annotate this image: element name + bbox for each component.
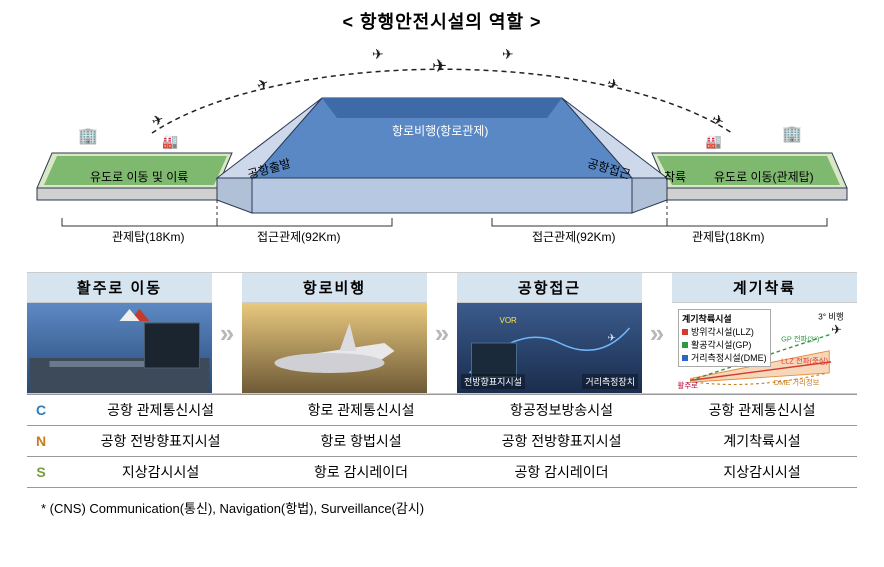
cns-cell: 지상감시시설	[667, 457, 857, 488]
footnote: * (CNS) Communication(통신), Navigation(항법…	[27, 498, 857, 517]
cns-cell: 공항 관제통신시설	[55, 395, 266, 426]
cns-key: S	[27, 457, 55, 488]
phase-header: 활주로 이동	[27, 273, 212, 303]
flight-phase-diagram: 🏢 🏭 🏢 🏭 ✈ ✈ ✈ ✈ ✈ ✈ ✈ 유도로 이동 및 이륙 공항출발 항…	[32, 38, 852, 268]
phase-thumb: VOR ✈ 전방향표지시설 거리측정장치	[457, 303, 642, 393]
cns-cell: 지상감시시설	[55, 457, 266, 488]
svg-text:✈: ✈	[831, 322, 842, 337]
svg-text:GP 전파(3°): GP 전파(3°)	[781, 335, 819, 344]
cns-cell: 항로 관제통신시설	[266, 395, 456, 426]
svg-text:3° 비행: 3° 비행	[818, 311, 844, 321]
cns-cell: 공항 전방향표지시설	[456, 426, 667, 457]
cns-cell: 공항 전방향표지시설	[55, 426, 266, 457]
svg-text:활주로: 활주로	[678, 381, 699, 390]
phase-header: 항로비행	[242, 273, 427, 303]
phase-3: 공항접근 VOR ✈ 전방향표지시설 거리측정장치	[457, 273, 642, 393]
phase-4: 계기착륙 계기착륙시설 방위각시설(LLZ) 활공각시설(GP) 거리측정시설(…	[672, 273, 857, 393]
cns-cell: 항로 항법시설	[266, 426, 456, 457]
phase-thumb	[242, 303, 427, 393]
cns-cell: 공항 감시레이더	[456, 457, 667, 488]
chevron-icon: »	[212, 273, 242, 393]
cns-cell: 계기착륙시설	[667, 426, 857, 457]
range-tower-right: 관제탑(18Km)	[692, 228, 764, 245]
svg-text:VOR: VOR	[500, 316, 518, 325]
cns-key: N	[27, 426, 55, 457]
phase-thumb	[27, 303, 212, 393]
table-row: C 공항 관제통신시설 항로 관제통신시설 항공정보방송시설 공항 관제통신시설	[27, 395, 857, 426]
range-approach-right: 접근관제(92Km)	[532, 228, 616, 245]
chevron-icon: »	[642, 273, 672, 393]
svg-text:DME 거리정보: DME 거리정보	[774, 378, 820, 387]
phase-header: 계기착륙	[672, 273, 857, 303]
thumb-caption: 거리측정장치	[582, 374, 638, 389]
phase-1: 활주로 이동	[27, 273, 212, 393]
cns-cell: 항로 감시레이더	[266, 457, 456, 488]
phase-row: 활주로 이동 » 항로비행 » 공항접근 VOR ✈ 전방향표지시설 거리측정장…	[27, 272, 857, 394]
table-row: S 지상감시시설 항로 감시레이더 공항 감시레이더 지상감시시설	[27, 457, 857, 488]
range-tower-left: 관제탑(18Km)	[112, 228, 184, 245]
tower-icon: 🏢	[78, 126, 98, 146]
page-title: < 항행안전시설의 역할 >	[0, 0, 884, 38]
chevron-icon: »	[427, 273, 457, 393]
hangar-icon: 🏭	[162, 134, 178, 150]
phase-thumb-ils: 계기착륙시설 방위각시설(LLZ) 활공각시설(GP) 거리측정시설(DME) …	[672, 303, 857, 393]
ils-legend: 계기착륙시설 방위각시설(LLZ) 활공각시설(GP) 거리측정시설(DME)	[678, 309, 771, 367]
table-row: N 공항 전방향표지시설 항로 항법시설 공항 전방향표지시설 계기착륙시설	[27, 426, 857, 457]
svg-text:✈: ✈	[608, 333, 616, 344]
plane-icon: ✈	[502, 46, 514, 63]
phase-2: 항로비행	[242, 273, 427, 393]
svg-text:LLZ 전파(중심): LLZ 전파(중심)	[781, 357, 828, 366]
cns-key: C	[27, 395, 55, 426]
hangar-icon: 🏭	[706, 134, 722, 150]
plane-icon: ✈	[372, 46, 384, 63]
phase-header: 공항접근	[457, 273, 642, 303]
cns-cell: 항공정보방송시설	[456, 395, 667, 426]
cns-cell: 공항 관제통신시설	[667, 395, 857, 426]
thumb-caption: 전방향표지시설	[461, 374, 525, 389]
cns-table: C 공항 관제통신시설 항로 관제통신시설 항공정보방송시설 공항 관제통신시설…	[27, 394, 857, 488]
range-approach-left: 접근관제(92Km)	[257, 228, 341, 245]
tower-icon: 🏢	[782, 124, 802, 144]
plane-icon: ✈	[432, 56, 447, 77]
